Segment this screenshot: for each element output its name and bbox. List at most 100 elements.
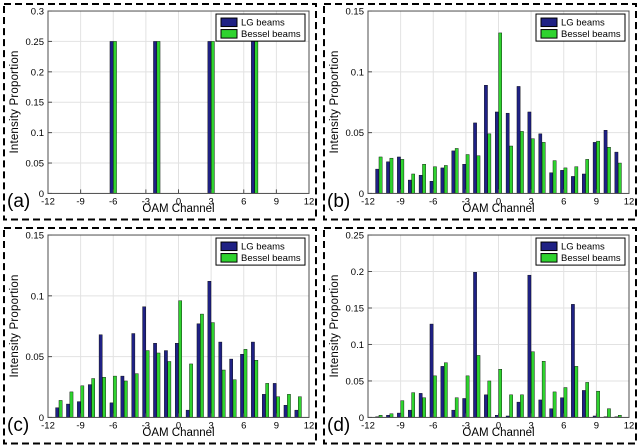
x-tick-label: 0 xyxy=(176,196,181,207)
x-tick-label: 6 xyxy=(241,196,246,207)
bessel-bar xyxy=(607,147,611,194)
lg-bar xyxy=(418,174,423,194)
y-axis-label: Intensity Proportion xyxy=(9,273,21,378)
x-tick-label: -9 xyxy=(76,196,84,207)
bessel-bar xyxy=(596,390,600,418)
bessel-bar xyxy=(574,166,579,194)
y-tick-label: 0.15 xyxy=(346,7,364,18)
lg-bar xyxy=(272,382,277,418)
lg-bar xyxy=(142,306,146,418)
bessel-bar xyxy=(124,380,128,418)
panel-a: -12 -9 -6 -3 0 3 6 9 12 0 0.05 0.1 0.15 0.2 0.25 0.3 LG … xyxy=(0,0,320,224)
x-axis-label: OAM Channel xyxy=(462,203,535,215)
x-tick-label: -6 xyxy=(109,420,117,431)
bessel-bar xyxy=(145,349,150,418)
lg-bar xyxy=(560,170,564,194)
lg-bar xyxy=(473,122,477,194)
legend-label: LG beams xyxy=(241,18,285,29)
y-tick-label: 0.1 xyxy=(351,67,364,78)
legend-swatch xyxy=(220,252,238,263)
y-tick-label: 0 xyxy=(39,412,44,423)
y-tick-label: 0.15 xyxy=(26,230,44,241)
lg-bar xyxy=(516,86,521,194)
y-axis-label: Intensity Proportion xyxy=(329,50,341,154)
bessel-bar xyxy=(389,413,394,418)
lg-bar xyxy=(484,394,488,418)
lg-bar xyxy=(484,85,488,194)
bessel-bar xyxy=(607,407,611,418)
x-tick-label: -9 xyxy=(396,196,404,207)
lg-bar xyxy=(153,342,157,418)
panel-letter-a: (a) xyxy=(7,191,31,212)
bessel-bar xyxy=(232,379,237,418)
bessel-bar xyxy=(189,363,193,418)
x-tick-label: -6 xyxy=(109,196,117,207)
chart-a: -12 -9 -6 -3 0 3 6 9 12 0 0.05 0.1 0.15 0.2 0.25 0.3 LG … xyxy=(3,3,317,221)
bessel-bar xyxy=(422,164,426,194)
legend-swatch xyxy=(220,241,238,251)
x-tick-label: 9 xyxy=(274,196,279,207)
bessel-bar xyxy=(465,375,470,418)
lg-bar xyxy=(462,164,466,194)
y-tick-label: 0.25 xyxy=(26,37,44,48)
bessel-bar xyxy=(520,394,524,418)
lg-bar xyxy=(240,353,244,418)
bessel-bar xyxy=(476,155,481,194)
x-tick-label: -3 xyxy=(462,420,470,431)
bessel-bar xyxy=(221,369,226,418)
lg-bar xyxy=(131,332,136,418)
lg-bar xyxy=(560,397,564,418)
bessel-bar xyxy=(178,299,183,418)
bessel-bar xyxy=(80,385,85,418)
x-tick-label: -12 xyxy=(361,196,375,207)
bessel-bar xyxy=(585,159,590,194)
lg-bar xyxy=(462,397,466,418)
x-tick-label: 3 xyxy=(528,196,533,207)
lg-bar xyxy=(571,303,575,418)
y-tick-label: 0.25 xyxy=(346,230,364,241)
lg-bar xyxy=(251,341,255,418)
bessel-bar xyxy=(563,167,568,194)
lg-bar xyxy=(185,409,190,418)
lg-bar xyxy=(109,41,114,194)
bessel-bar xyxy=(509,145,513,194)
lg-bar xyxy=(582,389,586,418)
bessel-bar xyxy=(254,41,259,194)
bessel-bar xyxy=(454,148,459,194)
lg-bar xyxy=(592,142,597,194)
bessel-bar xyxy=(400,159,405,194)
bessel-bar xyxy=(433,375,437,418)
bessel-bar xyxy=(389,157,394,194)
x-tick-label: -6 xyxy=(429,420,437,431)
lg-bar xyxy=(397,156,401,194)
bessel-bar xyxy=(156,352,161,418)
y-tick-label: 0.3 xyxy=(31,7,44,18)
legend-label: LG beams xyxy=(561,18,605,29)
bessel-bar xyxy=(113,375,117,418)
bessel-bar xyxy=(134,372,139,418)
lg-bar xyxy=(229,358,233,418)
bessel-bar xyxy=(298,396,302,418)
x-tick-label: -9 xyxy=(76,420,84,431)
x-tick-label: 0 xyxy=(496,420,501,431)
lg-bar xyxy=(66,403,70,418)
lg-bar xyxy=(207,280,212,418)
y-tick-label: 0 xyxy=(359,189,364,200)
lg-bar xyxy=(294,409,299,418)
x-tick-label: 9 xyxy=(594,420,599,431)
x-axis-label: OAM Channel xyxy=(142,426,215,439)
bessel-bar xyxy=(596,140,600,194)
lg-bar xyxy=(55,407,59,418)
panel-frame xyxy=(3,3,317,221)
lg-bar xyxy=(418,392,423,418)
bessel-bar xyxy=(102,376,106,418)
lg-bar xyxy=(153,41,157,194)
y-tick-label: 0.1 xyxy=(351,339,364,350)
y-tick-label: 0.05 xyxy=(346,376,364,387)
bessel-bar xyxy=(211,41,215,194)
bessel-bar xyxy=(498,368,503,418)
panel-letter-d: (d) xyxy=(327,414,351,436)
x-tick-label: 6 xyxy=(561,420,566,431)
x-tick-label: 3 xyxy=(208,420,213,431)
